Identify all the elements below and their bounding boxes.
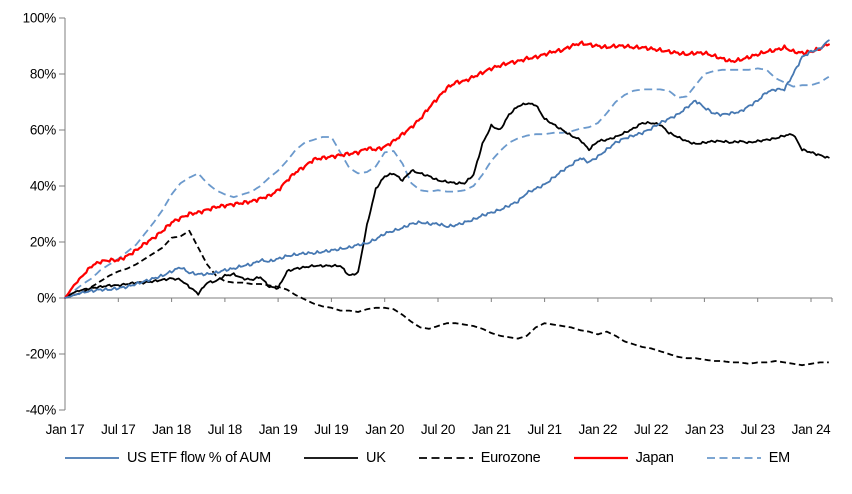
legend-swatch-em-dashed-line bbox=[706, 457, 761, 459]
legend-label-em: EM bbox=[768, 450, 790, 466]
x-tick-label: Jul 17 bbox=[101, 422, 135, 437]
y-tick-label: 60% bbox=[30, 123, 56, 138]
legend-item-us-etf-flow: US ETF flow % of AUM bbox=[64, 450, 271, 466]
series-eurozone bbox=[64, 229, 829, 367]
legend-label-japan: Japan bbox=[635, 450, 674, 466]
chart-legend: US ETF flow % of AUM UK Eurozone Japan E… bbox=[64, 450, 790, 466]
x-tick-label: Jul 22 bbox=[634, 422, 668, 437]
legend-swatch-japan-line bbox=[573, 456, 628, 460]
series-em bbox=[64, 67, 830, 299]
legend-item-uk: UK bbox=[303, 450, 386, 466]
x-tick-label: Jan 21 bbox=[472, 422, 511, 437]
y-tick-label: 20% bbox=[30, 235, 56, 250]
x-tick-label: Jan 19 bbox=[259, 422, 298, 437]
legend-swatch-eurozone-dashed-line bbox=[418, 457, 473, 459]
x-tick-label: Jan 17 bbox=[46, 422, 85, 437]
legend-item-em: EM bbox=[706, 450, 790, 466]
y-tick-label: -40% bbox=[26, 403, 57, 418]
legend-label-eurozone: Eurozone bbox=[480, 450, 541, 466]
chart-plot-area: 100% 80% 60% 40% 20% 0% -20% -40% Jan 17 Jul 17 Ja… bbox=[23, 11, 833, 437]
y-tick-label: -20% bbox=[26, 347, 57, 362]
y-tick-label: 40% bbox=[30, 179, 56, 194]
x-tick-label: Jul 23 bbox=[741, 422, 775, 437]
series-japan bbox=[63, 40, 830, 300]
x-tick-label: Jul 18 bbox=[208, 422, 242, 437]
series-uk bbox=[64, 102, 830, 299]
legend-label-us: US ETF flow % of AUM bbox=[127, 450, 271, 466]
series-us bbox=[64, 39, 830, 299]
x-tick-label: Jan 18 bbox=[152, 422, 191, 437]
x-tick-label: Jan 22 bbox=[579, 422, 618, 437]
legend-label-uk: UK bbox=[366, 450, 386, 466]
x-tick-label: Jan 20 bbox=[365, 422, 404, 437]
legend-swatch-us-line bbox=[65, 457, 119, 459]
x-tick-label: Jan 23 bbox=[685, 422, 724, 437]
y-tick-label: 0% bbox=[37, 291, 56, 306]
x-tick-label: Jul 21 bbox=[527, 422, 561, 437]
y-tick-label: 80% bbox=[30, 67, 56, 82]
legend-swatch-uk-line bbox=[304, 457, 359, 459]
legend-item-japan: Japan bbox=[573, 450, 674, 466]
x-tick-label: Jul 19 bbox=[314, 422, 348, 437]
legend-item-eurozone: Eurozone bbox=[418, 450, 541, 466]
x-tick-label: Jul 20 bbox=[421, 422, 455, 437]
x-tick-label: Jan 24 bbox=[792, 422, 832, 437]
y-tick-label: 100% bbox=[23, 11, 57, 26]
